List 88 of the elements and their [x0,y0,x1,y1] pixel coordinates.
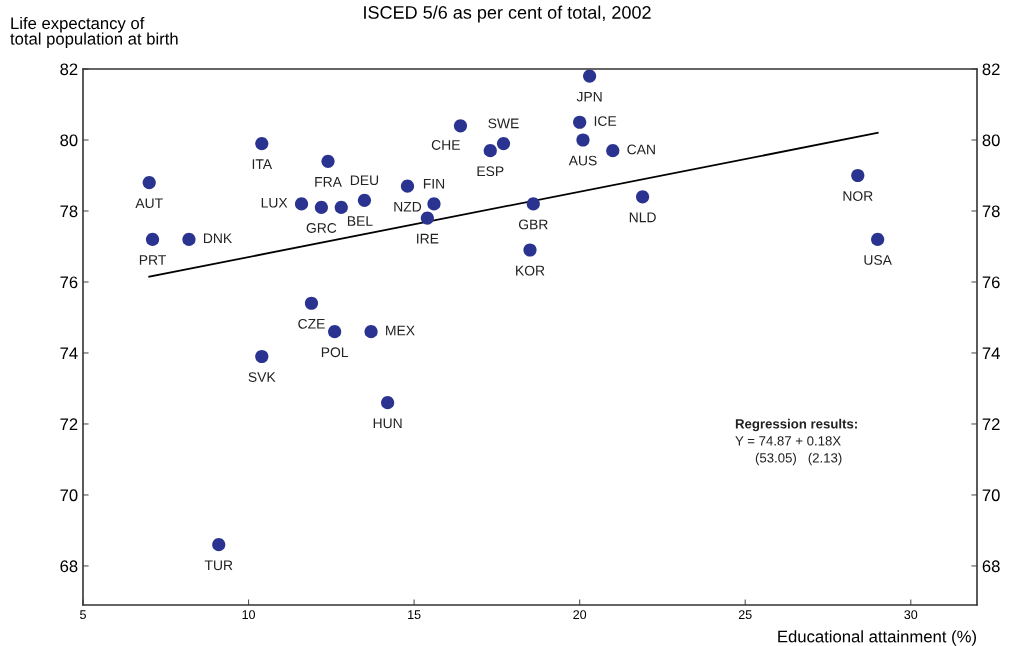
point [321,154,335,168]
x-tick-label: 30 [904,610,918,620]
point [606,144,620,158]
x-tick-label: 20 [573,610,587,620]
y2-tick-label: 68 [982,560,1000,573]
point [314,200,328,215]
x-tick-label: 15 [408,610,421,620]
annotation: SVK [248,372,276,382]
y-axis-title: Life expectancy of total population at birth [10,16,178,48]
y-tick-label: 72 [60,418,78,431]
y-tick-label: 82 [60,63,78,76]
annotation: AUS [568,155,597,166]
annotation: LUX [261,197,288,208]
annotation: (53.05) (2.13) [755,452,842,466]
annotation: BEL [347,216,373,226]
annotation: ICE [594,116,617,126]
point [483,144,497,158]
y-tick-label: 78 [60,205,78,218]
y2-tick-label: 70 [982,489,1000,502]
annotation: KOR [516,265,545,276]
point [496,136,511,151]
x-axis-title: Educational attainment (%) [778,630,976,646]
point [523,243,537,257]
y-tick-label: 68 [60,560,78,573]
annotation: IRE [417,233,439,244]
point [871,232,885,246]
point [453,119,468,133]
annotation: SWE [488,118,519,129]
annotation: Regression results: [735,418,857,432]
annotation: PRT [139,255,166,265]
y-tick-label: 74 [60,347,78,360]
annotation: GRC [306,223,337,233]
point [182,232,196,246]
point [255,349,269,364]
x-tick-label: 10 [242,610,256,620]
point [212,538,226,552]
y2-tick-label: 72 [982,418,1000,431]
point [635,190,650,204]
annotation: POL [321,347,349,358]
point [255,136,269,151]
annotation: CAN [627,144,655,155]
point [576,133,590,147]
point [400,179,415,193]
y2-tick-label: 78 [982,205,1000,218]
annotation: CHE [431,140,460,150]
point [573,115,587,129]
annotation: JPN [576,91,602,102]
annotation: NZD [394,201,422,212]
point [526,197,540,211]
point [145,232,160,246]
annotation: MEX [386,325,415,336]
annotation: CZE [298,318,325,329]
point [364,325,378,339]
point [851,168,865,183]
annotation: ITA [252,159,273,169]
y2-tick-label: 76 [982,276,1000,289]
annotation: NLD [629,212,656,223]
chart-title: ISCED 5/6 as per cent of total, 2002 [364,5,651,23]
annotation: FIN [423,178,445,189]
annotation: HUN [373,418,402,429]
point [381,396,395,410]
annotation: DEU [350,175,379,186]
annotation: TUR [204,560,233,571]
x-tick-label: 5 [80,610,86,620]
annotation: NOR [843,191,873,201]
y2-tick-label: 82 [982,63,1000,76]
annotation: ESP [477,166,504,177]
annotation: GBR [518,219,548,230]
point [420,211,434,225]
annotation: DNK [203,233,233,243]
x-tick-label: 25 [738,610,752,620]
y2-tick-label: 80 [982,134,1000,147]
annotation: Y = 74.87 + 0.18X [735,436,841,446]
y-tick-label: 70 [60,489,78,502]
point [583,69,597,83]
point [328,325,342,339]
y2-tick-label: 74 [982,347,1000,360]
point [294,197,309,211]
point [334,200,348,215]
y-tick-label: 80 [60,134,78,147]
point [142,176,156,190]
point [304,296,319,310]
annotation: AUT [135,198,163,209]
point [427,197,441,211]
annotation: USA [864,255,892,265]
y-tick-label: 76 [60,276,78,289]
point [357,193,372,207]
annotation: FRA [315,177,342,187]
